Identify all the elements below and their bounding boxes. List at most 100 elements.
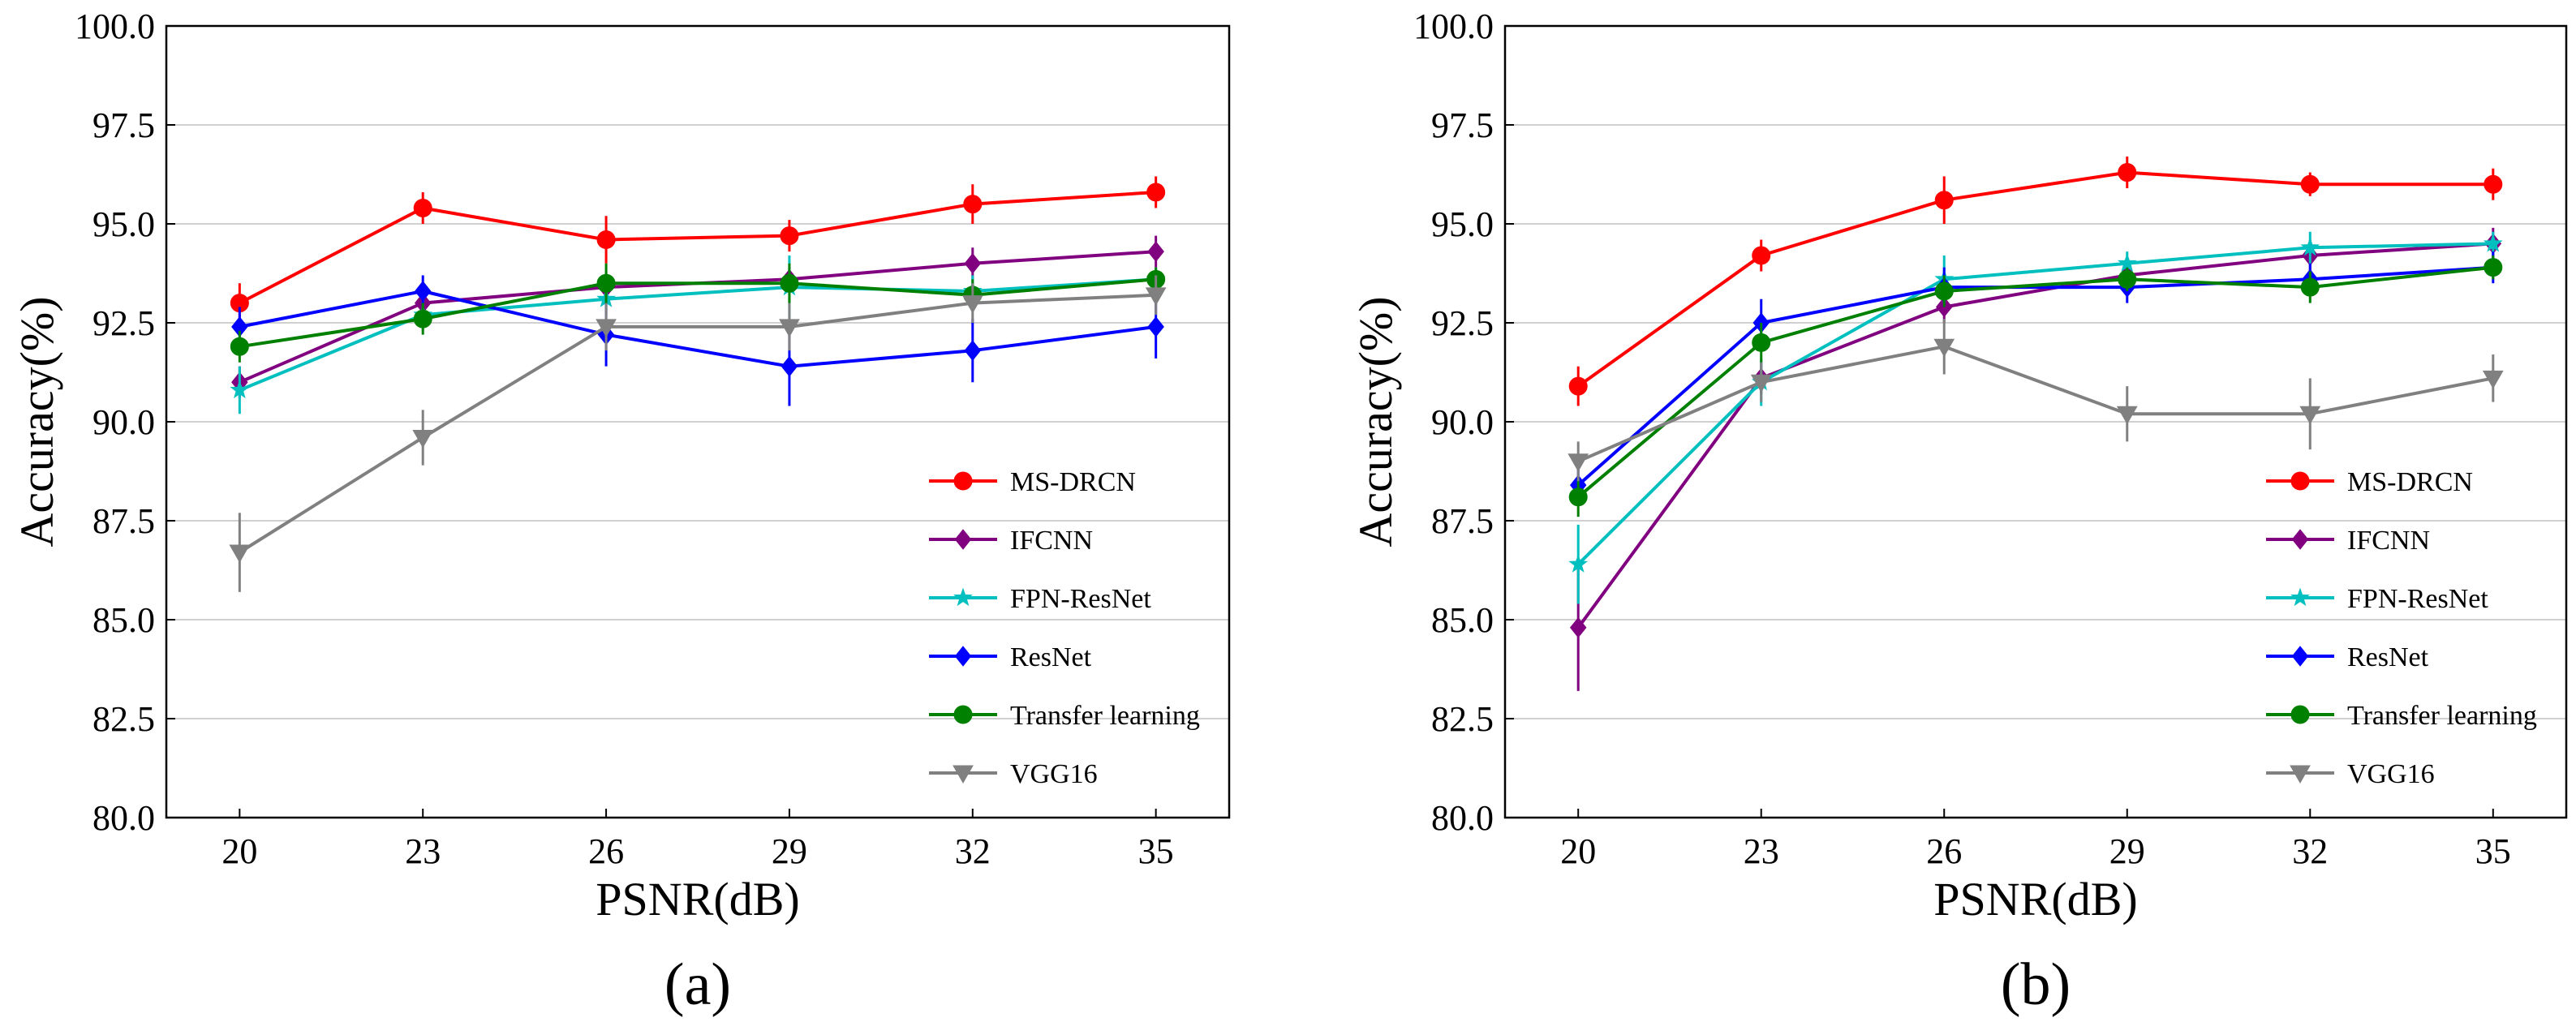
y-tick-label: 95.0: [92, 204, 155, 244]
legend-marker: [2290, 765, 2311, 784]
data-point: [963, 195, 983, 214]
y-tick-label: 92.5: [1431, 303, 1494, 343]
series-ifcnn: [1569, 227, 2502, 691]
legend-label: ResNet: [1010, 642, 1092, 672]
series-vgg16: [229, 275, 1167, 592]
y-tick-label: 85.0: [92, 600, 155, 640]
legend-marker: [2290, 587, 2310, 607]
data-point: [2118, 269, 2137, 289]
y-axis-label: Accuracy(%): [11, 296, 63, 547]
legend-label: MS-DRCN: [1010, 467, 1136, 497]
legend-marker: [954, 646, 972, 667]
data-point: [961, 295, 983, 314]
legend-item: VGG16: [929, 759, 1098, 789]
legend-item: ResNet: [2266, 642, 2429, 672]
data-point: [413, 198, 432, 217]
legend-label: Transfer learning: [1010, 701, 1200, 731]
legend-item: FPN-ResNet: [929, 584, 1151, 614]
legend-label: ResNet: [2347, 642, 2429, 672]
legend: MS-DRCN IFCNN FPN-ResNet ResNet Transfer lea…: [929, 467, 1200, 789]
y-tick-label: 92.5: [92, 303, 155, 343]
data-point: [1145, 287, 1167, 306]
legend-item: MS-DRCN: [2266, 467, 2473, 497]
data-point: [2116, 406, 2138, 425]
legend-label: FPN-ResNet: [1010, 584, 1151, 614]
data-point: [2484, 258, 2503, 277]
y-tick-label: 90.0: [1431, 402, 1494, 442]
y-tick-label: 87.5: [92, 501, 155, 541]
data-point: [781, 355, 798, 377]
series-ifcnn: [231, 235, 1164, 398]
data-point: [596, 230, 616, 250]
data-point: [1568, 453, 1589, 472]
series-line: [239, 293, 1156, 554]
panel-label: (a): [664, 951, 731, 1018]
x-tick-label: 29: [772, 831, 807, 871]
legend-item: MS-DRCN: [929, 467, 1136, 497]
data-point: [2300, 174, 2320, 194]
data-point: [2300, 237, 2320, 256]
panel-a: 80.0 82.5 85.0 87.5 90.0 92.5 95.0 97.5 100.0 20 2…: [11, 6, 1231, 1018]
y-tick-label: 80.0: [1431, 798, 1494, 838]
data-point: [1934, 281, 1954, 301]
series-line: [239, 290, 1156, 368]
y-tick-label: 85.0: [1431, 600, 1494, 640]
legend-label: FPN-ResNet: [2347, 584, 2488, 614]
data-point: [2300, 277, 2320, 297]
legend-marker: [2291, 529, 2309, 550]
series-line: [239, 277, 1156, 349]
series-line: [1576, 242, 2493, 566]
legend-item: Transfer learning: [2266, 701, 2537, 731]
legend-label: IFCNN: [1010, 526, 1093, 556]
data-point: [964, 340, 982, 361]
legend-marker: [2290, 705, 2310, 724]
legend-label: IFCNN: [2347, 526, 2430, 556]
y-tick-label: 97.5: [1431, 105, 1494, 145]
data-point: [413, 309, 432, 328]
x-tick-label: 29: [2109, 831, 2145, 871]
series-line: [239, 250, 1156, 384]
legend-marker: [953, 705, 973, 724]
y-tick-label: 87.5: [1431, 501, 1494, 541]
x-tick-label: 35: [1138, 831, 1174, 871]
data-point: [230, 337, 249, 356]
y-tick-label: 80.0: [92, 798, 155, 838]
y-tick-label: 100.0: [75, 6, 155, 46]
data-point: [229, 544, 251, 564]
y-axis-label: Accuracy(%): [1349, 296, 1402, 547]
series-vgg16: [1568, 319, 2504, 482]
series-transfer-learning: [230, 263, 1166, 363]
data-point: [1147, 316, 1164, 337]
series-line: [239, 277, 1156, 392]
legend-item: ResNet: [929, 642, 1092, 672]
series-line: [239, 191, 1156, 305]
legend-label: VGG16: [1010, 759, 1098, 789]
x-axis-label: PSNR(dB): [1933, 873, 2137, 925]
data-point: [779, 319, 800, 337]
data-point: [2483, 233, 2503, 252]
legend-marker: [953, 765, 974, 784]
data-point: [1569, 616, 1587, 638]
data-point: [964, 252, 982, 274]
legend-marker: [953, 471, 973, 491]
legend-item: Transfer learning: [929, 701, 1200, 731]
legend-item: FPN-ResNet: [2266, 584, 2488, 614]
x-tick-label: 23: [1744, 831, 1779, 871]
data-point: [1568, 554, 1589, 573]
x-tick-label: 20: [1560, 831, 1596, 871]
legend-label: Transfer learning: [2347, 701, 2537, 731]
panel-label: (b): [2001, 951, 2071, 1018]
legend-marker: [2290, 471, 2310, 491]
series-line: [1577, 345, 2494, 463]
legend-label: MS-DRCN: [2347, 467, 2473, 497]
data-point: [596, 319, 617, 337]
gridlines: [1505, 124, 2566, 719]
data-point: [412, 430, 434, 449]
data-point: [1146, 182, 1166, 202]
data-point: [2482, 370, 2504, 389]
data-point: [2118, 163, 2137, 182]
legend-marker: [953, 587, 973, 607]
data-point: [2299, 406, 2321, 425]
x-tick-label: 20: [221, 831, 257, 871]
